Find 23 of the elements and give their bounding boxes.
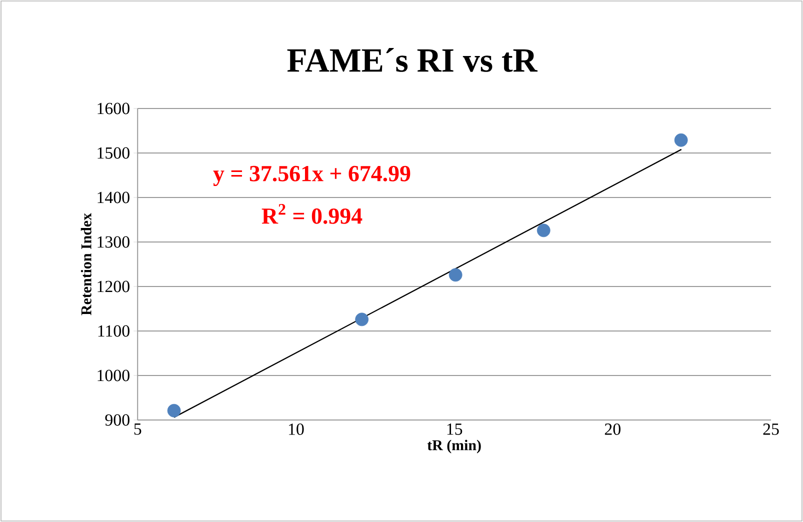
x-tick-label: 25 <box>763 424 779 435</box>
point <box>355 312 369 326</box>
y-axis-title: Retention Index <box>80 213 92 316</box>
y-tick-label: 1600 <box>98 102 130 114</box>
y-tick-label: 1400 <box>98 192 130 204</box>
y-tick-label: 1500 <box>98 147 130 159</box>
x-tick-label: 5 <box>134 424 142 435</box>
point <box>448 268 462 282</box>
chart-title: FAME´s RI vs tR <box>287 48 538 72</box>
point <box>674 133 688 147</box>
annotation: y = 37.561x + 674.99 <box>213 166 410 186</box>
point <box>536 224 550 238</box>
y-tick-label: 1000 <box>98 370 130 382</box>
annotation: R$^{2}$ = 0.994 <box>262 204 362 224</box>
x-tick-label: 15 <box>447 424 462 435</box>
point <box>167 404 181 418</box>
x-axis-title: tR (min) <box>427 440 481 454</box>
x-tick-label: 10 <box>288 424 304 435</box>
y-tick-label: 1100 <box>98 325 130 337</box>
x-tick-label: 20 <box>604 424 620 435</box>
y-tick-label: 1300 <box>98 236 130 248</box>
y-tick-label: 1200 <box>98 280 130 292</box>
y-tick-label: 900 <box>105 414 130 426</box>
